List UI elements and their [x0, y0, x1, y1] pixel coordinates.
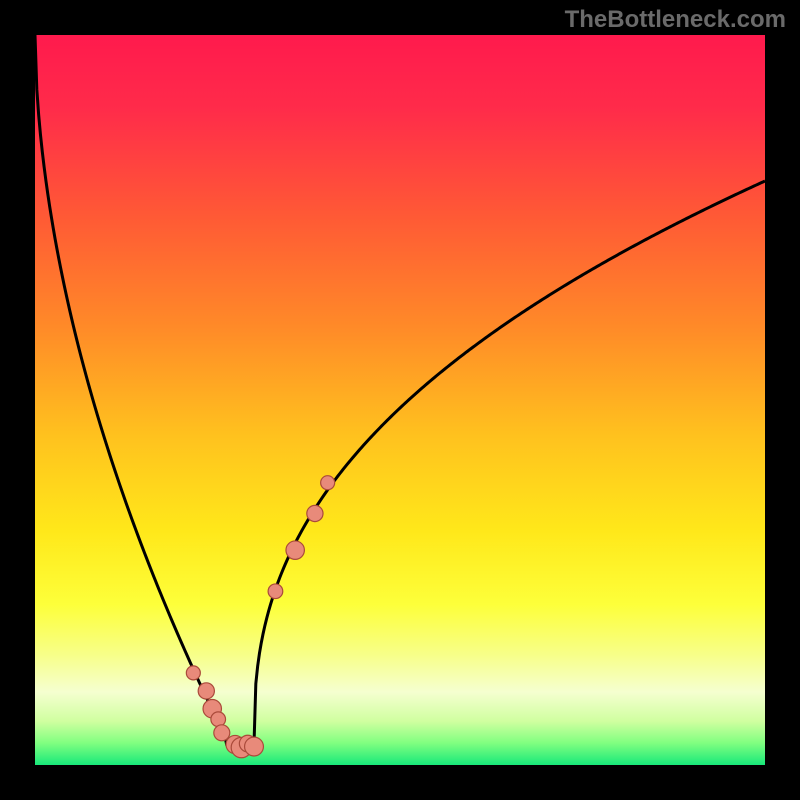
watermark-text: TheBottleneck.com: [565, 6, 786, 34]
data-point: [268, 584, 283, 599]
chart-svg: [35, 35, 765, 765]
bottleneck-curve-chart: [35, 35, 765, 765]
chart-background: [35, 35, 765, 765]
data-point: [186, 666, 200, 680]
data-point: [307, 505, 323, 521]
data-point: [321, 476, 335, 490]
data-point: [214, 725, 230, 741]
data-point: [198, 683, 214, 699]
data-point: [245, 737, 264, 756]
data-point: [286, 541, 304, 559]
